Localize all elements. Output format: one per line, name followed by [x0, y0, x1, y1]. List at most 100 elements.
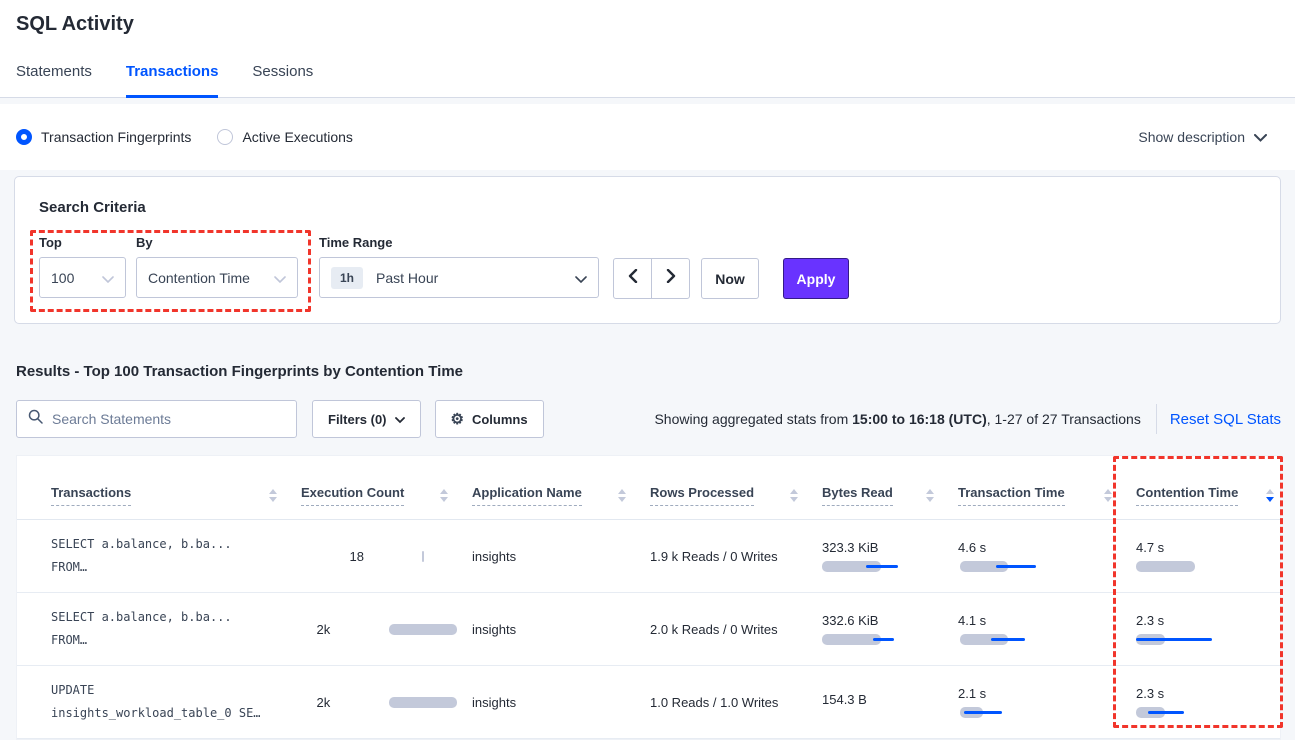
now-button[interactable]: Now: [701, 258, 759, 299]
chevron-down-icon: [274, 270, 286, 286]
sort-desc-arrow: [618, 497, 626, 502]
application-name-cell: insights: [472, 548, 517, 564]
bytes-read-cell-bar-chart: [822, 634, 958, 645]
reset-sql-stats-link[interactable]: Reset SQL Stats: [1169, 410, 1281, 428]
transaction-time-cell-bar-chart: [958, 707, 1136, 718]
top-select[interactable]: 100: [39, 257, 126, 298]
next-time-button[interactable]: [651, 258, 690, 299]
contention-time-cell-bar-chart: [1136, 634, 1280, 645]
bar-overlay-line: [991, 638, 1025, 641]
chevron-down-icon: [575, 270, 587, 286]
sort-asc-arrow: [440, 489, 448, 494]
previous-time-button[interactable]: [613, 258, 652, 299]
tab-statements[interactable]: Statements: [16, 63, 92, 80]
transaction-time-cell-value: 4.6 s: [958, 540, 987, 555]
radio-label: Active Executions: [242, 129, 353, 145]
sort-asc-arrow: [269, 489, 277, 494]
page-title: SQL Activity: [16, 13, 134, 35]
filters-button[interactable]: Filters (0): [312, 400, 421, 438]
column-label: Contention Time: [1136, 485, 1239, 506]
radio-active-executions[interactable]: Active Executions: [217, 129, 353, 145]
table-row: SELECT a.balance, b.ba... FROM… 18 insights…: [17, 520, 1280, 593]
bytes-read-cell-value: 323.3 KiB: [822, 540, 879, 555]
column-label: Transactions: [51, 485, 132, 506]
search-input[interactable]: [52, 411, 285, 427]
show-description-toggle[interactable]: Show description: [1138, 129, 1267, 145]
by-select-value: Contention Time: [148, 269, 250, 286]
by-field: By Contention Time: [136, 235, 298, 298]
column-header-bytes-read[interactable]: Bytes Read: [822, 485, 958, 519]
by-select[interactable]: Contention Time: [136, 257, 298, 298]
column-label: Application Name: [472, 485, 582, 506]
table-header-row: Transactions Execution Count Application N…: [17, 456, 1280, 520]
sort-icon[interactable]: [269, 489, 277, 502]
sort-icon[interactable]: [790, 489, 798, 502]
rows-processed-cell: 1.9 k Reads / 0 Writes: [650, 548, 778, 564]
tab-sessions[interactable]: Sessions: [252, 63, 314, 80]
filters-button-label: Filters (0): [328, 411, 387, 427]
top-select-value: 100: [51, 269, 75, 286]
sort-icon[interactable]: [926, 489, 934, 502]
bar: [1136, 561, 1195, 572]
show-description-label: Show description: [1138, 129, 1245, 145]
column-header-rows-processed[interactable]: Rows Processed: [650, 485, 822, 519]
transaction-fingerprint-link[interactable]: UPDATE insights_workload_table_0 SE…: [51, 666, 301, 738]
bytes-read-cell: 332.6 KiB: [822, 593, 958, 665]
top-field: Top 100: [39, 235, 126, 298]
sort-icon[interactable]: [1266, 489, 1274, 502]
sort-asc-arrow: [1266, 489, 1274, 494]
contention-time-cell-value: 2.3 s: [1136, 613, 1165, 628]
transaction-fingerprint-link[interactable]: SELECT a.balance, b.ba... FROM…: [51, 520, 301, 592]
column-header-contention-time[interactable]: Contention Time: [1136, 485, 1280, 519]
search-criteria-card: Search Criteria Top 100 By Contention Ti…: [14, 176, 1281, 324]
sort-asc-arrow: [790, 489, 798, 494]
search-criteria-title: Search Criteria: [39, 199, 146, 216]
chevron-down-icon: [102, 270, 114, 286]
bar-overlay-line: [873, 638, 894, 641]
time-range-select[interactable]: 1h Past Hour: [319, 257, 599, 298]
radio-icon: [217, 129, 234, 145]
column-header-transaction-time[interactable]: Transaction Time: [958, 485, 1136, 519]
radio-transaction-fingerprints[interactable]: Transaction Fingerprints: [16, 129, 191, 145]
contention-time-cell-value: 2.3 s: [1136, 686, 1165, 701]
query-line: SELECT a.balance, b.ba...: [51, 610, 232, 624]
application-name-cell: insights: [472, 621, 517, 637]
column-header-application-name[interactable]: Application Name: [472, 485, 650, 519]
query-line: FROM…: [51, 560, 88, 574]
columns-button-label: Columns: [471, 411, 528, 427]
by-label: By: [136, 235, 153, 250]
sort-icon[interactable]: [618, 489, 626, 502]
tab-transactions[interactable]: Transactions: [125, 63, 219, 98]
columns-button[interactable]: ⚙ Columns: [434, 400, 544, 438]
bytes-read-cell-value: 332.6 KiB: [822, 613, 879, 628]
stats-summary: Showing aggregated stats from 15:00 to 1…: [654, 411, 1141, 427]
bytes-read-cell-value: 154.3 B: [822, 691, 867, 707]
transaction-time-cell-bar-chart: [958, 561, 1136, 572]
sort-icon[interactable]: [1104, 489, 1112, 502]
sort-icon[interactable]: [440, 489, 448, 502]
rows-processed-cell: 1.0 Reads / 1.0 Writes: [650, 694, 779, 710]
gear-icon: ⚙: [450, 410, 464, 428]
search-box[interactable]: [16, 400, 297, 438]
execution-count-value: 2k: [316, 621, 331, 637]
sort-desc-arrow: [926, 497, 934, 502]
view-toggle-bar: Transaction Fingerprints Active Execution…: [0, 104, 1295, 170]
transaction-time-cell: 4.1 s: [958, 593, 1136, 665]
transaction-fingerprint-link[interactable]: SELECT a.balance, b.ba... FROM…: [51, 593, 301, 665]
view-radio-group: Transaction Fingerprints Active Execution…: [16, 129, 353, 145]
results-toolbar: Filters (0) ⚙ Columns Showing aggregated…: [16, 400, 1281, 438]
time-range-badge: 1h: [331, 266, 364, 289]
transactions-table: Transactions Execution Count Application N…: [16, 455, 1281, 740]
radio-icon: [16, 129, 32, 145]
query-line: insights_workload_table_0 SE…: [51, 706, 261, 720]
execution-count-value: 18: [349, 548, 364, 564]
application-name-cell: insights: [472, 694, 517, 710]
table-row: SELECT a.balance, b.ba... FROM… 2k insights…: [17, 593, 1280, 666]
column-header-execution-count[interactable]: Execution Count: [301, 485, 472, 519]
column-header-transactions[interactable]: Transactions: [51, 485, 301, 519]
apply-button[interactable]: Apply: [783, 258, 849, 299]
execution-count-value: 2k: [316, 694, 331, 710]
chevron-down-icon: [394, 412, 405, 427]
execution-count-cell: 2k: [301, 593, 472, 665]
